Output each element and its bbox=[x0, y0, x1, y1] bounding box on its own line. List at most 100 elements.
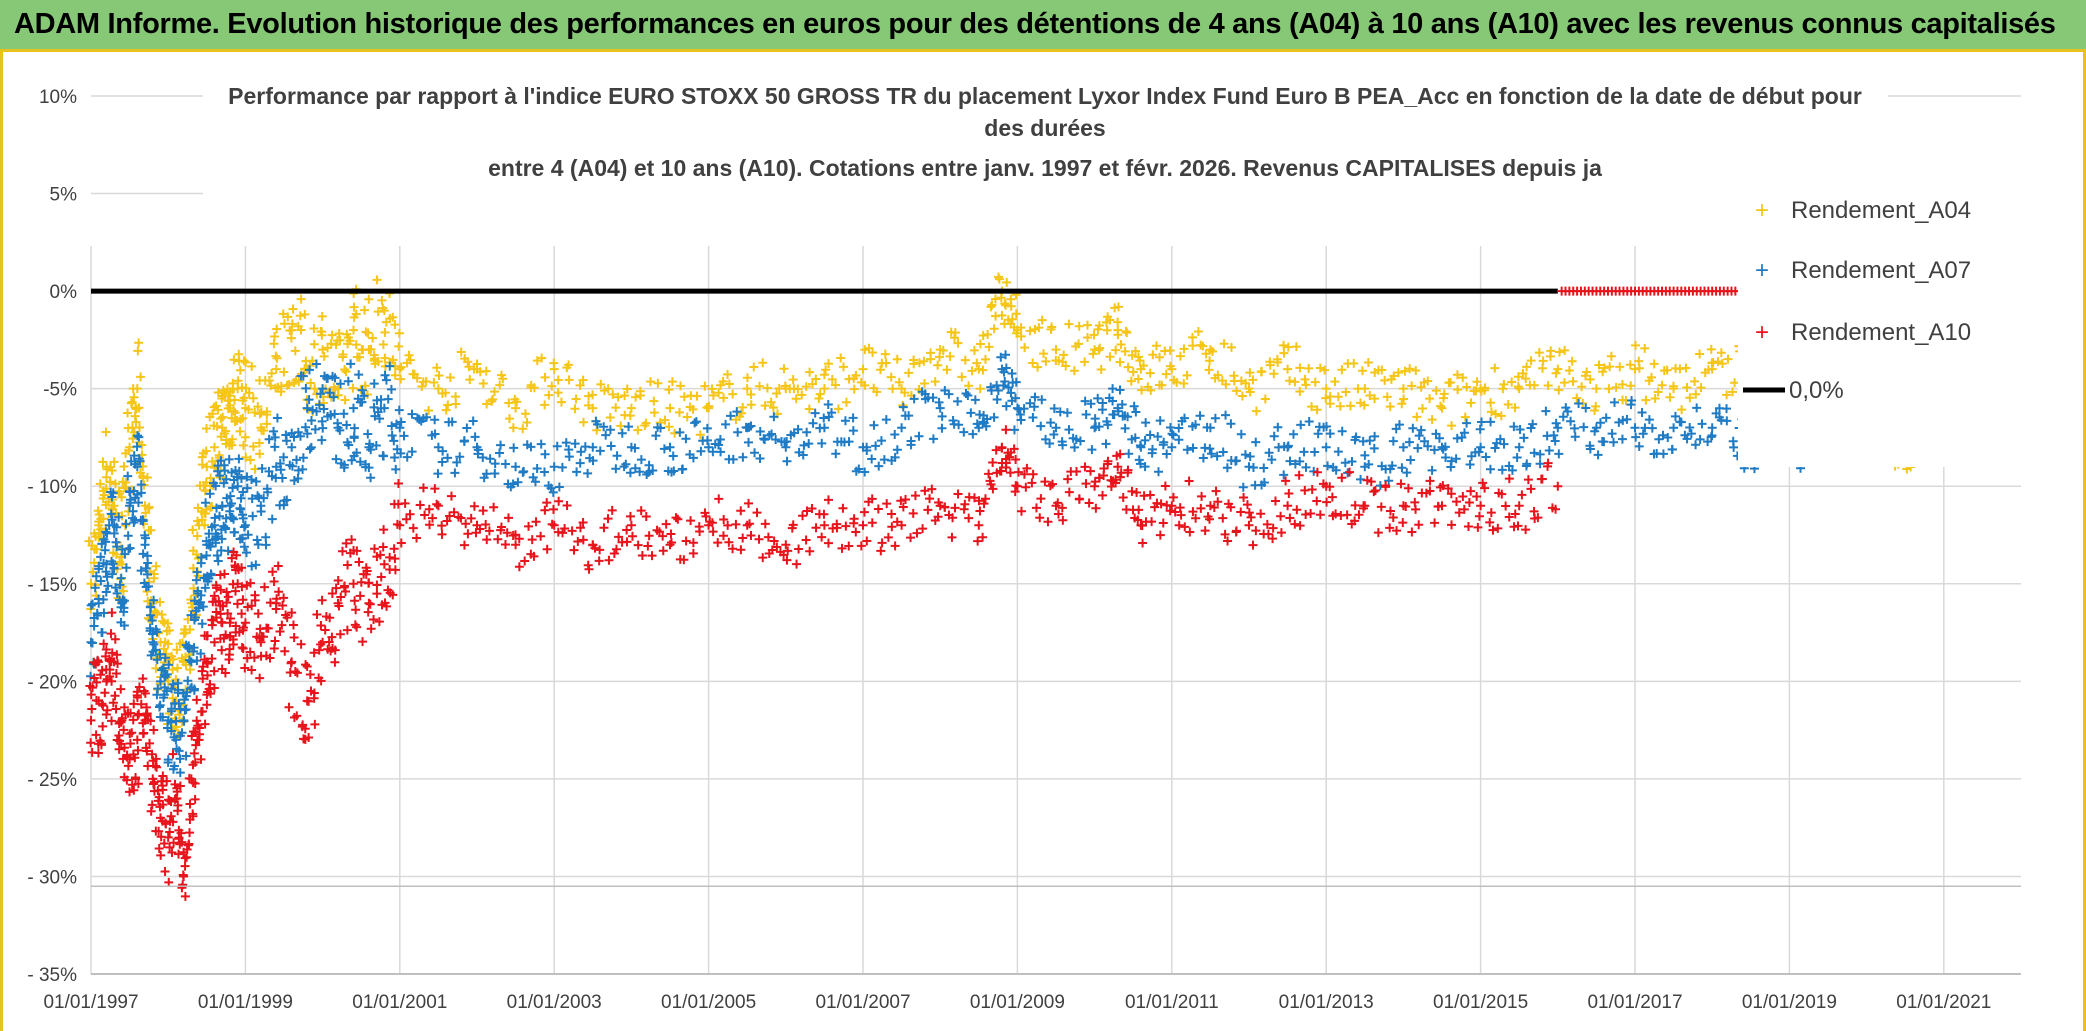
data-point-a04 bbox=[746, 400, 756, 410]
data-point-a07 bbox=[1553, 423, 1563, 433]
data-point-a07 bbox=[570, 439, 580, 449]
data-point-a04 bbox=[101, 427, 111, 437]
data-point-a04 bbox=[211, 401, 221, 411]
data-point-a04 bbox=[306, 378, 316, 388]
data-point-a10 bbox=[466, 513, 476, 523]
data-point-a07 bbox=[196, 590, 206, 600]
data-point-a04 bbox=[1123, 362, 1133, 372]
data-point-a04 bbox=[1538, 363, 1548, 373]
data-point-a04 bbox=[1510, 403, 1520, 413]
data-point-a10 bbox=[1398, 501, 1408, 511]
data-point-a04 bbox=[1399, 394, 1409, 404]
data-point-a04 bbox=[1291, 342, 1301, 352]
data-point-a10 bbox=[107, 608, 117, 618]
data-point-a04 bbox=[909, 359, 919, 369]
data-point-a04 bbox=[766, 397, 776, 407]
data-point-a10 bbox=[1043, 517, 1053, 527]
data-point-a07 bbox=[292, 455, 302, 465]
data-point-a04 bbox=[564, 375, 574, 385]
data-point-a07 bbox=[294, 465, 304, 475]
data-point-a10 bbox=[862, 536, 872, 546]
data-point-a04 bbox=[608, 389, 618, 399]
data-point-a04 bbox=[192, 516, 202, 526]
data-point-a10 bbox=[116, 684, 126, 694]
data-point-a10 bbox=[1354, 510, 1364, 520]
data-point-a10 bbox=[1345, 467, 1355, 477]
data-point-a10 bbox=[228, 634, 238, 644]
data-point-a07 bbox=[200, 583, 210, 593]
data-point-a10 bbox=[1403, 483, 1413, 493]
data-point-a07 bbox=[162, 669, 172, 679]
data-point-a10 bbox=[102, 705, 112, 715]
data-point-a07 bbox=[310, 424, 320, 434]
data-point-a10 bbox=[86, 715, 96, 725]
data-point-a10 bbox=[154, 826, 164, 836]
data-point-a10 bbox=[437, 529, 447, 539]
data-point-a10 bbox=[695, 526, 705, 536]
data-point-a10 bbox=[1430, 518, 1440, 528]
data-point-a10 bbox=[175, 839, 185, 849]
data-point-a10 bbox=[325, 613, 335, 623]
data-point-a07 bbox=[1697, 419, 1707, 429]
data-point-a10 bbox=[129, 785, 139, 795]
data-point-a04 bbox=[1037, 315, 1047, 325]
data-point-a04 bbox=[317, 311, 327, 321]
data-point-a10 bbox=[88, 683, 98, 693]
data-point-a04 bbox=[755, 381, 765, 391]
data-point-a10 bbox=[908, 508, 918, 518]
data-point-a10 bbox=[1385, 506, 1395, 516]
data-point-a10 bbox=[1476, 501, 1486, 511]
data-point-a10 bbox=[336, 592, 346, 602]
data-point-a10 bbox=[542, 544, 552, 554]
data-point-a07 bbox=[189, 643, 199, 653]
x-tick-label: 01/01/2009 bbox=[970, 992, 1065, 1013]
data-point-a04 bbox=[180, 628, 190, 638]
data-point-a04 bbox=[508, 423, 518, 433]
data-point-a10 bbox=[925, 494, 935, 504]
data-point-a07 bbox=[138, 515, 148, 525]
data-point-a10 bbox=[238, 625, 248, 635]
data-point-a07 bbox=[592, 419, 602, 429]
data-point-a04 bbox=[134, 423, 144, 433]
data-point-a04 bbox=[1458, 373, 1468, 383]
data-point-a07 bbox=[1245, 452, 1255, 462]
data-point-a10 bbox=[168, 749, 178, 759]
data-point-a10 bbox=[1165, 506, 1175, 516]
data-point-a10 bbox=[823, 495, 833, 505]
data-point-a04 bbox=[136, 372, 146, 382]
data-point-a04 bbox=[1405, 364, 1415, 374]
data-point-a04 bbox=[1146, 385, 1156, 395]
data-point-a10 bbox=[292, 711, 302, 721]
data-point-a07 bbox=[86, 637, 96, 647]
data-point-a04 bbox=[1604, 384, 1614, 394]
data-point-a07 bbox=[530, 477, 540, 487]
data-point-a07 bbox=[904, 411, 914, 421]
data-point-a04 bbox=[241, 452, 251, 462]
data-point-a10 bbox=[665, 540, 675, 550]
data-point-a10 bbox=[1246, 512, 1256, 522]
data-point-a10 bbox=[348, 579, 358, 589]
data-point-a04 bbox=[373, 357, 383, 367]
data-point-a07 bbox=[595, 446, 605, 456]
data-point-a07 bbox=[869, 420, 879, 430]
data-point-a04 bbox=[126, 398, 136, 408]
data-point-a04 bbox=[1555, 347, 1565, 357]
data-point-a04 bbox=[997, 310, 1007, 320]
data-point-a07 bbox=[298, 371, 308, 381]
data-point-a04 bbox=[107, 466, 117, 476]
data-point-a07 bbox=[357, 397, 367, 407]
data-point-a04 bbox=[1545, 351, 1555, 361]
data-point-a07 bbox=[148, 629, 158, 639]
data-point-a07 bbox=[298, 464, 308, 474]
data-point-a04 bbox=[801, 382, 811, 392]
data-point-a07 bbox=[305, 444, 315, 454]
data-point-a07 bbox=[163, 715, 173, 725]
data-point-a07 bbox=[380, 370, 390, 380]
data-point-a04 bbox=[1363, 357, 1373, 367]
data-point-a07 bbox=[1174, 435, 1184, 445]
data-point-a04 bbox=[1707, 364, 1717, 374]
data-point-a07 bbox=[225, 501, 235, 511]
data-point-a04 bbox=[421, 376, 431, 386]
data-point-a10 bbox=[858, 520, 868, 530]
data-point-a04 bbox=[553, 388, 563, 398]
